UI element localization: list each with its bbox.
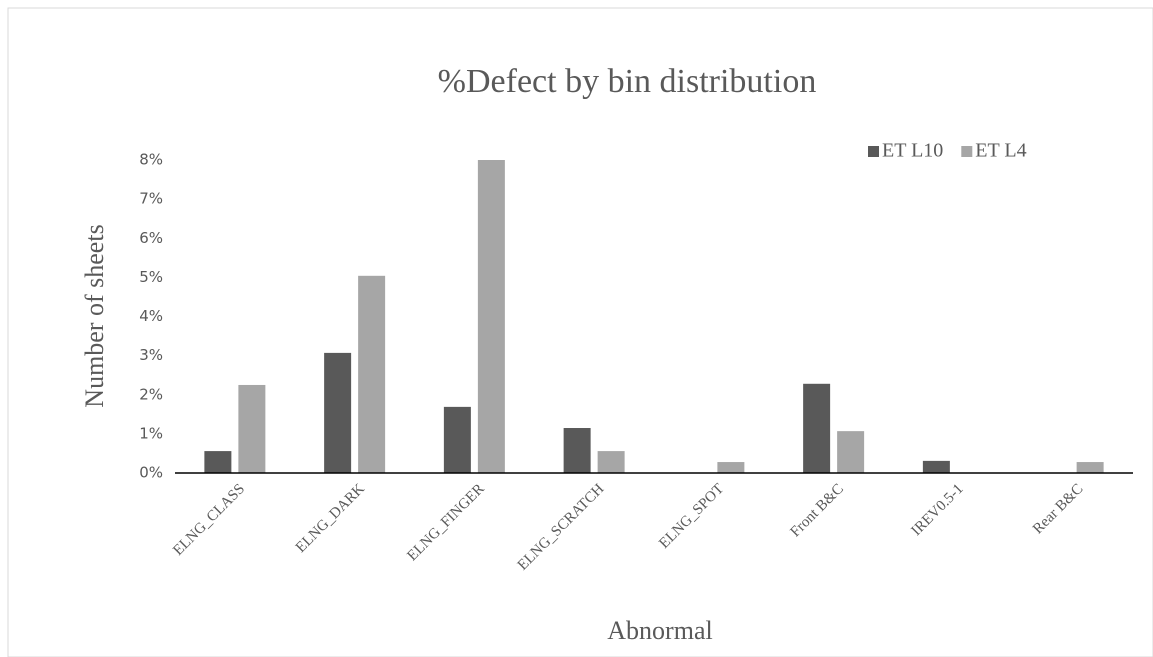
bar bbox=[803, 383, 831, 473]
legend-label: ET L10 bbox=[882, 140, 943, 162]
y-tick-label: 3% bbox=[139, 346, 163, 364]
y-tick-label: 4% bbox=[139, 307, 163, 325]
bar bbox=[837, 431, 865, 473]
y-tick-label: 6% bbox=[139, 229, 163, 247]
chart-title: %Defect by bin distribution bbox=[438, 63, 817, 100]
bar bbox=[324, 352, 352, 473]
y-tick-label: 1% bbox=[139, 424, 163, 442]
y-tick-label: 0% bbox=[139, 464, 163, 482]
bar bbox=[597, 451, 625, 473]
y-tick-label: 5% bbox=[139, 268, 163, 286]
legend-swatch bbox=[868, 146, 879, 157]
bar bbox=[443, 406, 471, 473]
x-axis-title: Abnormal bbox=[607, 616, 712, 645]
chart-frame bbox=[7, 7, 1153, 657]
y-axis-title: Number of sheets bbox=[80, 224, 109, 407]
bar bbox=[922, 460, 950, 473]
bar bbox=[204, 451, 232, 473]
bar bbox=[238, 384, 266, 473]
bar bbox=[717, 462, 745, 473]
y-tick-label: 7% bbox=[139, 190, 163, 208]
legend-swatch bbox=[961, 146, 973, 157]
bar bbox=[1076, 462, 1104, 473]
bar bbox=[563, 428, 591, 473]
bar bbox=[477, 160, 505, 473]
bar bbox=[358, 275, 386, 473]
y-tick-label: 2% bbox=[139, 385, 163, 403]
legend-label: ET L4 bbox=[975, 140, 1026, 162]
y-tick-label: 8% bbox=[139, 151, 163, 169]
